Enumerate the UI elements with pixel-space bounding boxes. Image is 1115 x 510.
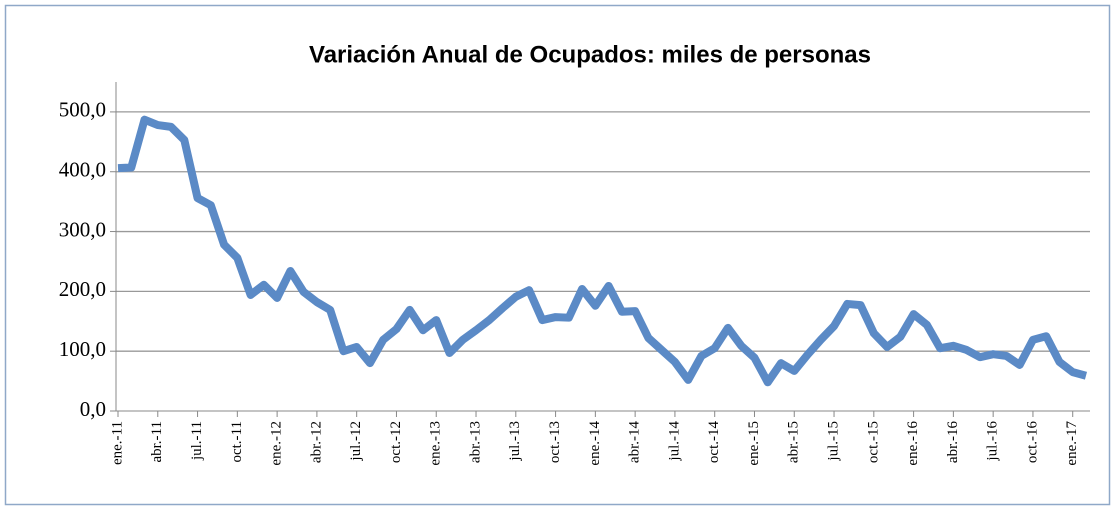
y-tick-label: 0,0 bbox=[80, 397, 106, 421]
x-tick-label: jul.-14 bbox=[666, 421, 682, 462]
x-tick-label: abr.-12 bbox=[308, 421, 324, 463]
x-tick-label: abr.-11 bbox=[149, 421, 165, 463]
x-tick-label: oct.-13 bbox=[547, 421, 563, 463]
x-tick-label: oct.-12 bbox=[388, 421, 404, 463]
data-line bbox=[117, 115, 1088, 387]
x-tick-label: oct.-15 bbox=[865, 421, 881, 463]
y-tick-label: 100,0 bbox=[59, 337, 106, 361]
x-tick-label: abr.-14 bbox=[627, 421, 643, 464]
x-tick-label: abr.-15 bbox=[786, 421, 802, 463]
x-tick-label: abr.-16 bbox=[945, 421, 961, 464]
x-tick-label: ene.-14 bbox=[587, 421, 603, 466]
x-tick-label: ene.-17 bbox=[1064, 421, 1080, 466]
x-tick-label: ene.-11 bbox=[109, 421, 125, 465]
x-tick-label: oct.-14 bbox=[706, 421, 722, 464]
x-tick-label: jul.-13 bbox=[507, 421, 523, 462]
x-tick-label: oct.-16 bbox=[1024, 421, 1040, 464]
chart-title: Variación Anual de Ocupados: miles de pe… bbox=[309, 41, 871, 68]
y-tick-label: 200,0 bbox=[59, 277, 106, 301]
x-tick-label: jul.-15 bbox=[825, 421, 841, 462]
x-tick-label: abr.-13 bbox=[467, 421, 483, 463]
chart-frame bbox=[4, 4, 1111, 506]
y-tick-label: 400,0 bbox=[59, 158, 106, 182]
x-tick-label: jul.-11 bbox=[189, 421, 205, 461]
x-tick-label: ene.-12 bbox=[269, 421, 285, 466]
x-tick-label: ene.-16 bbox=[905, 421, 921, 466]
x-tick-label: jul.-12 bbox=[348, 421, 364, 462]
x-tick-label: ene.-15 bbox=[746, 421, 762, 466]
y-tick-label: 300,0 bbox=[59, 217, 106, 241]
x-tick-label: ene.-13 bbox=[428, 421, 444, 466]
x-tick-label: oct.-11 bbox=[229, 421, 245, 463]
x-tick-label: jul.-16 bbox=[985, 421, 1001, 462]
y-tick-label: 500,0 bbox=[59, 98, 106, 122]
